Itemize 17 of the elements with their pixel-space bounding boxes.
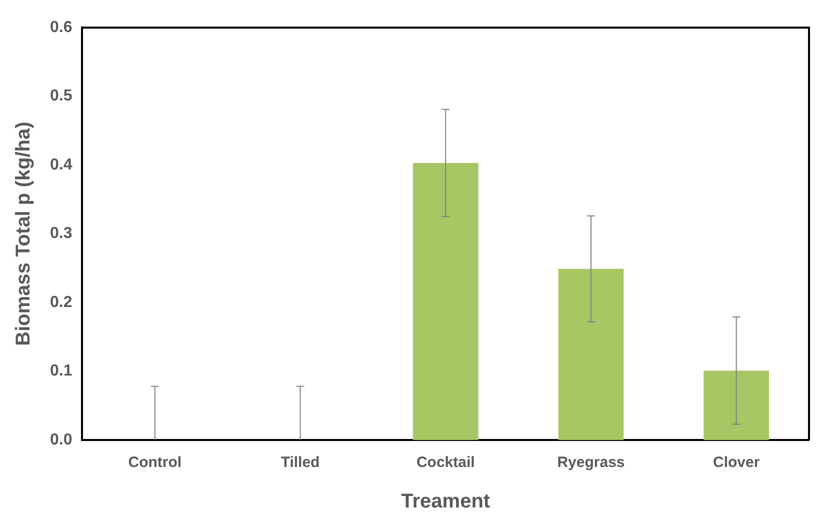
y-tick-label: 0.5 <box>50 88 72 105</box>
y-tick-label: 0.0 <box>50 431 72 448</box>
bar <box>412 163 478 440</box>
y-tick-label: 0.6 <box>50 19 72 36</box>
y-axis-title: Biomass Total p (kg/ha) <box>12 122 35 346</box>
x-tick-label: Ryegrass <box>557 454 625 472</box>
y-tick-label: 0.3 <box>50 225 72 242</box>
x-tick-label: Cocktail <box>416 454 475 472</box>
y-tick-label: 0.1 <box>50 362 72 380</box>
x-tick-label: Tilled <box>280 454 320 472</box>
bar <box>704 370 770 440</box>
y-tick-label: 0.4 <box>50 156 72 174</box>
y-tick-label: 0.2 <box>50 294 72 311</box>
x-tick-label: Control <box>128 454 182 472</box>
bar <box>558 268 624 440</box>
x-axis-title: Treament <box>401 490 490 513</box>
x-tick-label: Clover <box>712 454 760 472</box>
